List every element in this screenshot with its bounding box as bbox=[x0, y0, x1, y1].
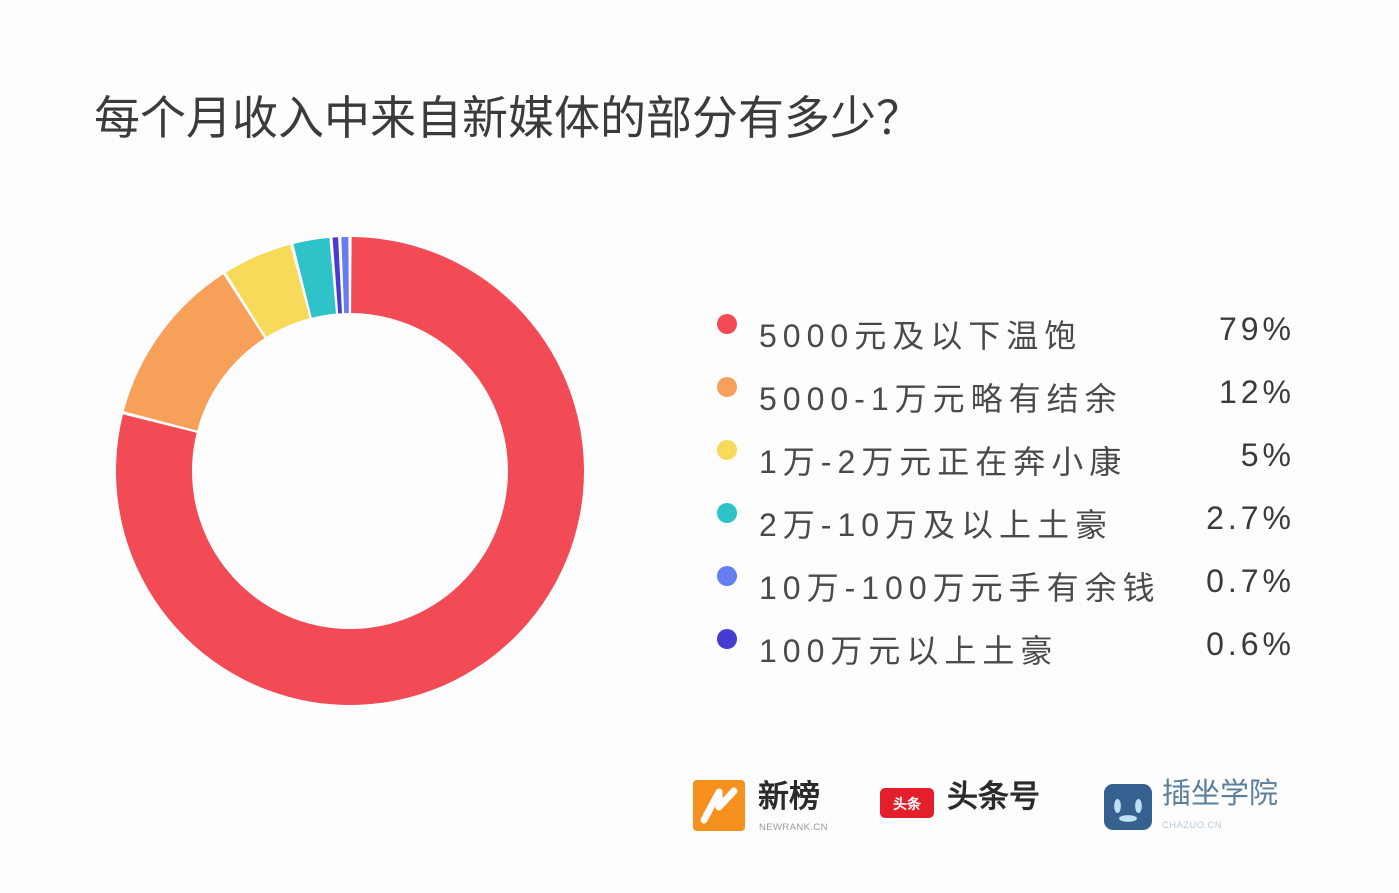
svg-text:头条: 头条 bbox=[893, 796, 922, 812]
